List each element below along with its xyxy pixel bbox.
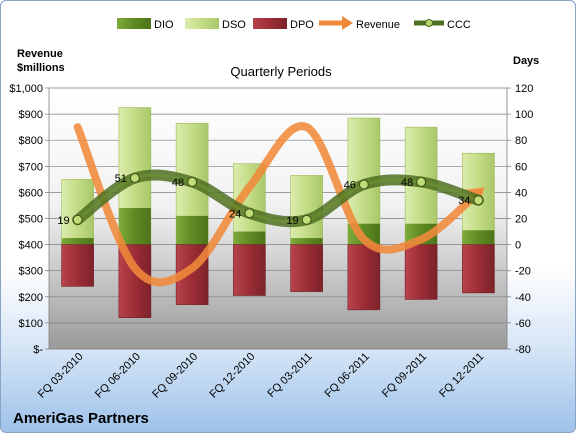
bar-dio[interactable] xyxy=(290,238,323,245)
legend-item-revenue[interactable]: Revenue xyxy=(319,16,400,31)
bar-dio[interactable] xyxy=(118,208,151,245)
x-tick-label: FQ 06-2010 xyxy=(93,351,143,401)
y-left-label-line1: Revenue xyxy=(17,48,63,60)
legend-label-ccc: CCC xyxy=(447,19,471,31)
ccc-marker[interactable] xyxy=(473,195,484,206)
x-axis: FQ 03-2010 FQ 06-2010 FQ 09-2010 FQ 12-2010… xyxy=(36,351,487,401)
ccc-data-label: 34 xyxy=(458,195,470,207)
legend-item-ccc[interactable]: CCC xyxy=(414,19,471,31)
ccc-marker[interactable] xyxy=(187,176,198,188)
y-left-tick-label: $700 xyxy=(19,161,43,173)
ccc-marker[interactable] xyxy=(416,176,427,188)
y-left-tick-label: $300 xyxy=(19,266,43,278)
y-right-label: Days xyxy=(513,55,539,67)
ccc-series: 19 51 48 24 19 46 48 34 xyxy=(57,169,484,228)
ccc-data-label: 51 xyxy=(115,173,127,185)
revenue-line[interactable] xyxy=(73,122,483,287)
bar-dpo[interactable] xyxy=(290,244,323,292)
ccc-data-label: 19 xyxy=(286,215,298,227)
y-right-tick-label: 60 xyxy=(515,161,527,173)
y-left-axis: $- $100 $200 $300 $400 $500 $600 $700 $800 $900 $1… xyxy=(9,83,49,356)
bar-dio[interactable] xyxy=(462,230,495,245)
x-tick-label: FQ 03-2010 xyxy=(36,351,86,401)
y-left-tick-label: $800 xyxy=(19,135,43,147)
y-right-tick-label: -40 xyxy=(515,292,531,304)
y-left-tick-label: $1,000 xyxy=(9,83,43,95)
x-tick-label: FQ 09-2011 xyxy=(380,351,429,400)
y-left-label-line2: $millions xyxy=(17,62,65,74)
bar-dpo[interactable] xyxy=(404,244,438,300)
y-right-tick-label: -20 xyxy=(515,266,531,278)
ccc-data-label: 48 xyxy=(172,177,184,189)
chart-title: Quarterly Periods xyxy=(230,64,332,79)
y-left-tick-label: $100 xyxy=(19,318,43,330)
y-right-tick-label: 20 xyxy=(515,214,527,226)
ccc-data-label: 19 xyxy=(57,215,69,227)
legend-swatch-dpo xyxy=(253,18,287,29)
legend-item-dso[interactable]: DSO xyxy=(185,18,246,31)
y-left-tick-label: $400 xyxy=(19,240,43,252)
y-right-tick-label: -60 xyxy=(515,318,531,330)
legend-swatch-dio xyxy=(117,18,151,29)
legend-item-dpo[interactable]: DPO xyxy=(253,18,314,31)
ccc-marker[interactable] xyxy=(358,179,369,190)
bar-dio[interactable] xyxy=(233,231,266,245)
legend-label-dpo: DPO xyxy=(290,19,314,31)
arrow-icon xyxy=(342,16,353,30)
y-right-axis: -80 -60 -40 -20 0 20 40 60 80 100 120 xyxy=(507,83,533,356)
legend-label-dio: DIO xyxy=(154,19,174,31)
y-right-tick-label: 120 xyxy=(515,83,533,95)
y-right-tick-label: 40 xyxy=(515,187,527,199)
legend-item-dio[interactable]: DIO xyxy=(117,18,174,31)
ccc-marker[interactable] xyxy=(129,172,140,184)
x-tick-label: FQ 06-2011 xyxy=(323,351,372,400)
bar-dio[interactable] xyxy=(176,215,209,245)
company-name: AmeriGas Partners xyxy=(13,410,149,427)
x-tick-label: FQ 12-2011 xyxy=(437,351,486,400)
y-right-tick-label: 80 xyxy=(515,135,527,147)
y-left-tick-label: $200 xyxy=(19,292,43,304)
bar-dpo[interactable] xyxy=(462,244,495,294)
legend-label-revenue: Revenue xyxy=(356,19,400,31)
x-tick-label: FQ 12-2010 xyxy=(208,351,258,401)
ccc-marker[interactable] xyxy=(301,214,312,225)
ccc-data-label: 46 xyxy=(344,180,356,192)
legend-label-dso: DSO xyxy=(222,19,246,31)
y-left-tick-label: $900 xyxy=(19,109,43,121)
y-left-tick-label: $600 xyxy=(19,187,43,199)
bar-dpo[interactable] xyxy=(347,244,381,311)
ccc-data-label: 48 xyxy=(401,177,413,189)
ccc-marker[interactable] xyxy=(72,214,83,225)
bar-dpo[interactable] xyxy=(61,244,94,287)
legend-marker-ccc xyxy=(425,19,433,27)
x-tick-label: FQ 03-2011 xyxy=(265,351,314,400)
legend-swatch-dso xyxy=(185,18,219,29)
ccc-data-label: 24 xyxy=(229,208,241,220)
y-left-tick-label: $500 xyxy=(19,214,43,226)
bar-dpo[interactable] xyxy=(233,244,266,296)
x-tick-label: FQ 09-2010 xyxy=(150,351,200,401)
y-right-tick-label: 100 xyxy=(515,109,533,121)
y-right-tick-label: -80 xyxy=(515,344,531,356)
ccc-marker[interactable] xyxy=(244,208,255,219)
y-right-tick-label: 0 xyxy=(515,240,521,252)
y-left-tick-label: $- xyxy=(33,344,43,356)
legend: DIO DSO DPO Revenue CCC xyxy=(117,16,471,31)
bar-dio[interactable] xyxy=(61,238,94,245)
